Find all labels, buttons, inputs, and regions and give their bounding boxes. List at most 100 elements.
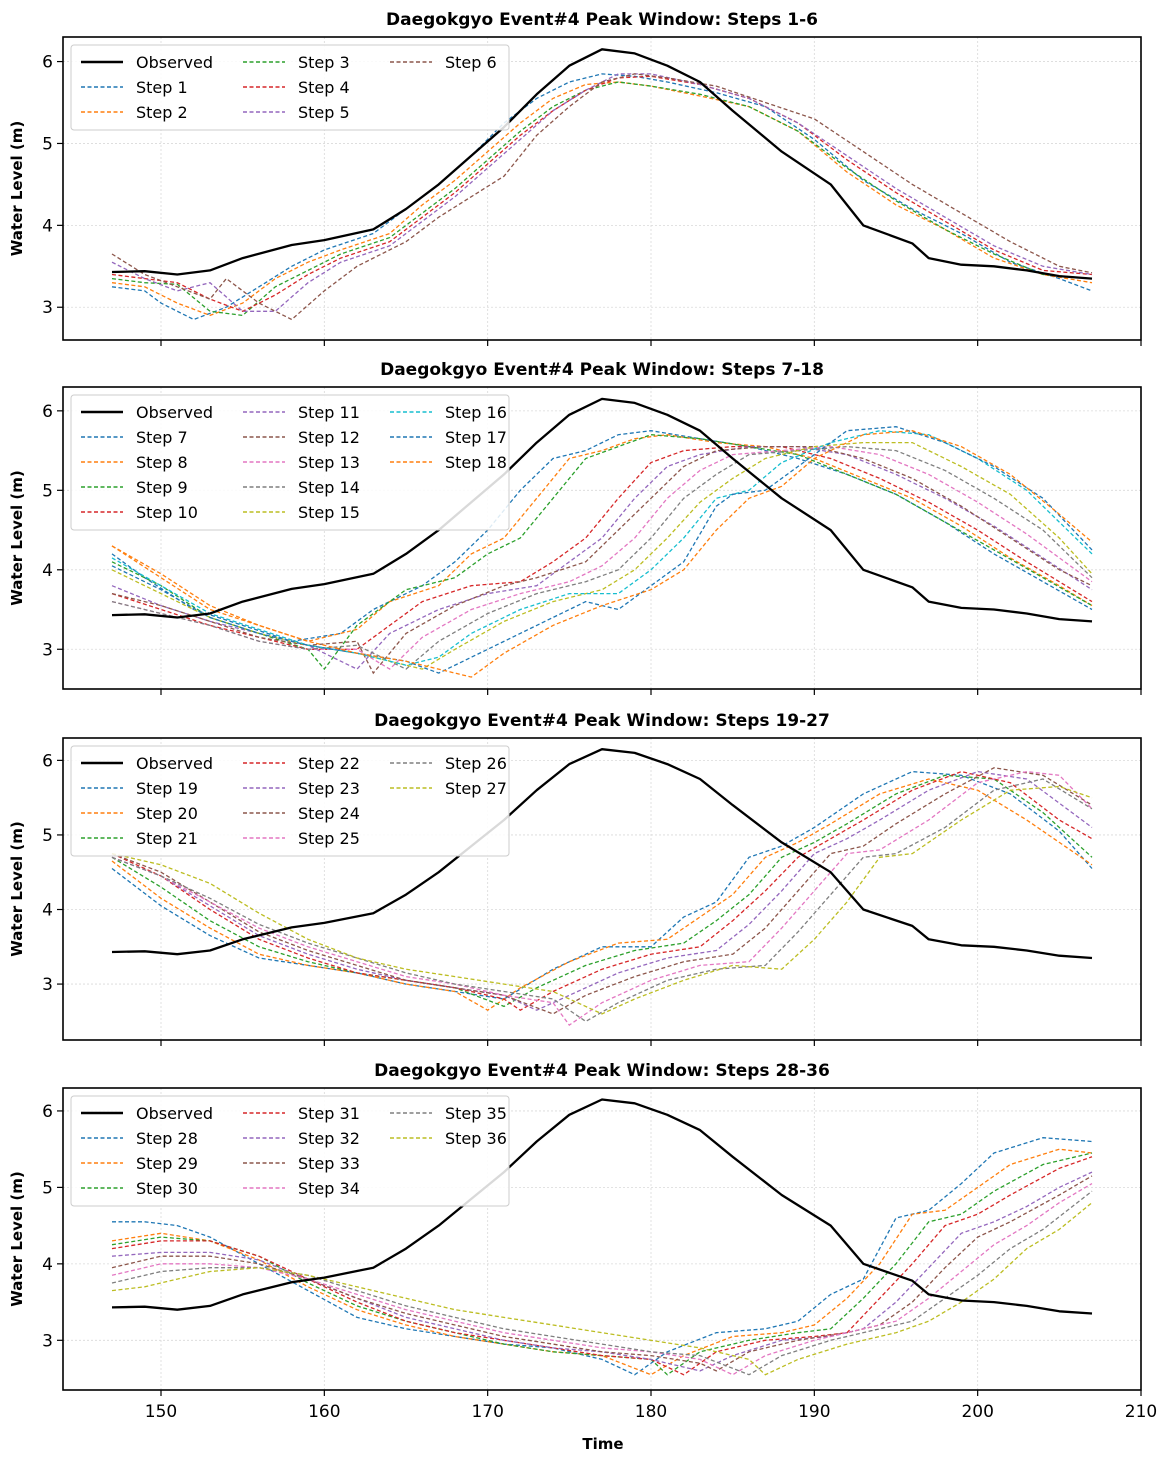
y-tick-label: 6 bbox=[42, 402, 53, 422]
plot-frame bbox=[62, 36, 1142, 341]
series-line-step-27 bbox=[111, 785, 1093, 1015]
legend-entry: Step 28 bbox=[136, 1129, 198, 1148]
y-tick-label: 6 bbox=[42, 53, 53, 73]
series-group bbox=[111, 748, 1093, 1026]
legend-entry: Step 35 bbox=[445, 1104, 507, 1123]
legend-entry: Observed bbox=[136, 1104, 213, 1123]
series-line-step-10 bbox=[111, 445, 1093, 650]
legend: Observed Step 7 Step 8 Step 9 Step 10 Step 11… bbox=[70, 394, 510, 531]
legend-entry: Step 11 bbox=[298, 403, 360, 422]
legend-entry: Step 24 bbox=[298, 804, 360, 823]
y-axis-label: Water Level (m) bbox=[8, 1171, 26, 1306]
legend-entry: Step 1 bbox=[136, 78, 188, 97]
series-group bbox=[111, 1098, 1093, 1376]
legend-entry: Observed bbox=[136, 403, 213, 422]
series-line-step-24 bbox=[111, 767, 1093, 1015]
legend-entry: Step 21 bbox=[136, 829, 198, 848]
legend-box bbox=[70, 44, 510, 131]
x-tick-label: 190 bbox=[798, 1402, 830, 1422]
plot-frame bbox=[62, 1087, 1142, 1391]
legend-entry: Step 17 bbox=[445, 428, 507, 447]
series-line-step-14 bbox=[111, 445, 1093, 670]
legend-entry: Step 30 bbox=[136, 1179, 198, 1198]
legend-entry: Step 10 bbox=[136, 503, 198, 522]
series-line-step-4 bbox=[111, 75, 1093, 313]
y-tick-label: 6 bbox=[42, 751, 53, 771]
x-tick-label: 210 bbox=[1125, 1402, 1157, 1422]
series-line-step-22 bbox=[111, 770, 1093, 1011]
legend-entry: Step 13 bbox=[298, 453, 360, 472]
panel-title: Daegokgyo Event#4 Peak Window: Steps 1-6 bbox=[386, 10, 818, 30]
x-tick-label: 160 bbox=[308, 1402, 340, 1422]
series-line-step-12 bbox=[111, 445, 1093, 675]
series-line-step-25 bbox=[111, 770, 1093, 1026]
legend-entry: Observed bbox=[136, 53, 213, 72]
legend: Observed Step 1 Step 2 Step 3 Step 4 Step 5 St… bbox=[70, 44, 510, 131]
y-axis-label: Water Level (m) bbox=[8, 121, 26, 256]
series-line-step-36 bbox=[111, 1202, 1093, 1376]
series-line-observed bbox=[111, 748, 1093, 960]
series-line-step-9 bbox=[111, 434, 1093, 671]
legend-entry: Step 4 bbox=[298, 78, 350, 97]
legend-entry: Step 16 bbox=[445, 403, 507, 422]
legend-entry: Step 33 bbox=[298, 1154, 360, 1173]
series-line-step-28 bbox=[112, 1137, 1093, 1376]
legend-entry: Step 31 bbox=[298, 1104, 360, 1123]
y-tick-label: 6 bbox=[42, 1102, 53, 1122]
series-group bbox=[111, 48, 1093, 321]
legend-entry: Step 22 bbox=[298, 754, 360, 773]
series-line-step-6 bbox=[111, 73, 1093, 321]
series-line-step-7 bbox=[111, 430, 1093, 642]
y-axis-label: Water Level (m) bbox=[8, 470, 26, 605]
series-line-step-17 bbox=[111, 426, 1093, 674]
y-tick-label: 5 bbox=[42, 1178, 53, 1198]
legend: Observed Step 28 Step 29 Step 30 Step 31 Step… bbox=[70, 1095, 510, 1207]
series-line-step-34 bbox=[111, 1183, 1093, 1376]
legend-entry: Step 27 bbox=[445, 779, 507, 798]
legend-entry: Step 7 bbox=[136, 428, 188, 447]
panels: Daegokgyo Event#4 Peak Window: Steps 1-6… bbox=[8, 10, 1157, 1422]
legend: Observed Step 19 Step 20 Step 21 Step 22 Step… bbox=[70, 745, 510, 857]
legend-entry: Step 32 bbox=[298, 1129, 360, 1148]
panel-title: Daegokgyo Event#4 Peak Window: Steps 19-… bbox=[374, 711, 830, 731]
legend-entry: Step 15 bbox=[298, 503, 360, 522]
y-axis-label: Water Level (m) bbox=[8, 821, 26, 956]
series-line-step-30 bbox=[111, 1152, 1093, 1376]
legend-entry: Step 3 bbox=[298, 53, 350, 72]
legend-entry: Step 12 bbox=[298, 428, 360, 447]
series-line-observed bbox=[111, 397, 1093, 623]
series-line-step-21 bbox=[111, 774, 1093, 1008]
legend-entry: Step 14 bbox=[298, 478, 360, 497]
series-line-step-26 bbox=[111, 778, 1093, 1023]
legend-box bbox=[70, 1095, 510, 1207]
legend-entry: Step 18 bbox=[445, 453, 507, 472]
series-line-step-19 bbox=[111, 770, 1093, 1000]
plot-frame bbox=[62, 737, 1142, 1041]
legend-entry: Step 23 bbox=[298, 779, 360, 798]
legend-entry: Step 8 bbox=[136, 453, 188, 472]
series-group bbox=[111, 397, 1093, 678]
y-tick-label: 4 bbox=[42, 561, 53, 581]
series-line-step-29 bbox=[111, 1148, 1093, 1376]
series-line-step-18 bbox=[111, 430, 1093, 678]
y-tick-label: 3 bbox=[42, 975, 53, 995]
legend-entry: Step 6 bbox=[445, 53, 497, 72]
legend-entry: Step 34 bbox=[298, 1179, 360, 1198]
series-line-observed bbox=[111, 48, 1093, 280]
y-tick-label: 4 bbox=[42, 1255, 53, 1275]
legend-entry: Step 36 bbox=[445, 1129, 507, 1148]
series-line-step-13 bbox=[111, 445, 1093, 670]
series-line-observed bbox=[111, 1098, 1093, 1315]
legend-entry: Step 5 bbox=[298, 103, 350, 122]
legend-entry: Step 29 bbox=[136, 1154, 198, 1173]
y-tick-label: 4 bbox=[42, 216, 53, 236]
y-tick-label: 3 bbox=[42, 640, 53, 660]
legend-entry: Step 2 bbox=[136, 103, 188, 122]
chart-panel-2: Daegokgyo Event#4 Peak Window: Steps 7-1… bbox=[8, 360, 1142, 695]
y-tick-label: 3 bbox=[42, 1331, 53, 1351]
y-tick-label: 5 bbox=[42, 826, 53, 846]
x-tick-label: 180 bbox=[635, 1402, 667, 1422]
y-tick-label: 5 bbox=[42, 481, 53, 501]
legend-entry: Step 19 bbox=[136, 779, 198, 798]
legend-entry: Step 20 bbox=[136, 804, 198, 823]
